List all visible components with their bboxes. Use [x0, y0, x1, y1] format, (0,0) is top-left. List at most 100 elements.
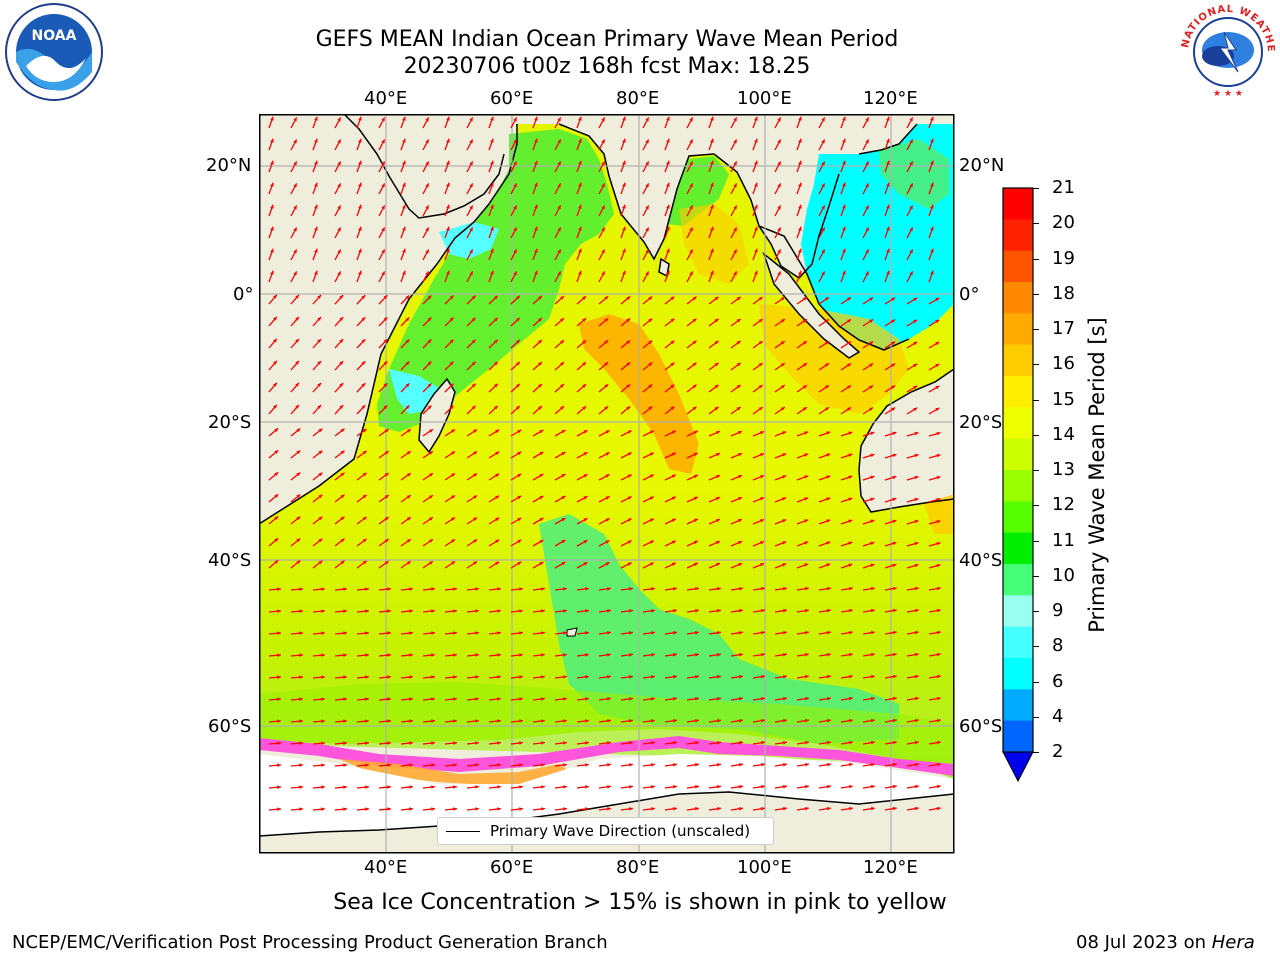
wave-arrow-head: [274, 560, 279, 564]
wave-arrow-head: [495, 517, 500, 522]
wave-arrow-head: [431, 807, 435, 811]
wave-arrow-head: [892, 541, 897, 546]
wave-arrow-head: [295, 316, 299, 321]
wave-arrow-head: [886, 270, 890, 275]
wave-arrow-head: [534, 160, 538, 165]
wave-arrow-head: [541, 675, 545, 679]
wave-arrow-head: [381, 161, 385, 166]
wave-arrow-head: [695, 675, 699, 679]
wave-arrow-head: [733, 205, 737, 210]
wave-arrow-head: [490, 116, 494, 121]
wave-arrow-head: [560, 384, 564, 388]
wave-arrow-head: [935, 407, 940, 412]
wave-arrow-head: [446, 248, 450, 253]
wave-arrow-head: [538, 340, 542, 344]
wave-arrow-head: [805, 608, 809, 613]
wave-arrow-head: [409, 675, 413, 679]
wave-arrow-head: [739, 697, 743, 701]
wave-arrow-head: [475, 763, 479, 767]
wave-arrow-head: [848, 453, 853, 457]
wave-arrow-head: [293, 117, 297, 122]
wave-arrow-head: [651, 653, 655, 657]
wave-arrow-head: [604, 362, 609, 366]
wave-arrow-head: [622, 248, 626, 253]
wave-arrow-head: [871, 806, 875, 811]
wave-arrow-head: [739, 741, 743, 745]
wave-arrow-head: [538, 296, 542, 300]
wave-arrow-head: [780, 297, 785, 301]
wave-arrow-head: [798, 204, 802, 209]
wave-arrow-head: [561, 518, 566, 522]
wave-arrow-head: [821, 205, 825, 210]
wave-arrow-head: [693, 518, 698, 523]
wave-arrow-head: [277, 609, 281, 614]
wave-arrow-head: [893, 608, 897, 613]
wave-arrow-head: [473, 495, 478, 499]
colorbar-label: 2: [1052, 741, 1064, 762]
wave-arrow-head: [716, 452, 720, 457]
wave-arrow-head: [339, 295, 344, 299]
wave-arrow-head: [473, 473, 478, 477]
wave-arrow-head: [585, 741, 589, 745]
wave-arrow-head: [761, 740, 765, 745]
footer-date-text: 08 Jul 2023 on: [1076, 932, 1212, 953]
wave-arrow-head: [673, 785, 677, 789]
wave-arrow-head: [714, 384, 719, 389]
wave-arrow-head: [270, 204, 274, 209]
wave-arrow-head: [471, 295, 476, 300]
wave-arrow-head: [497, 675, 501, 679]
wave-arrow-head: [534, 270, 538, 275]
wave-arrow-head: [798, 182, 802, 187]
wave-arrow-head: [318, 494, 323, 499]
wave-arrow-head: [402, 160, 406, 165]
wave-arrow-head: [516, 361, 520, 366]
wave-arrow-head: [270, 226, 274, 231]
wave-arrow-head: [649, 518, 654, 522]
wave-arrow-head: [761, 784, 765, 789]
wave-arrow-head: [671, 496, 676, 500]
wave-arrow-head: [936, 431, 941, 436]
wave-arrow-head: [449, 295, 454, 300]
wave-arrow-head: [798, 270, 802, 275]
wave-arrow-head: [780, 341, 785, 345]
wave-arrow-head: [519, 807, 523, 811]
wave-arrow-head: [296, 494, 301, 499]
wave-arrow-head: [710, 270, 714, 275]
wave-arrow-head: [425, 205, 429, 210]
wave-arrow-head: [384, 561, 389, 565]
wave-arrow-head: [318, 428, 323, 433]
wave-arrow-head: [849, 652, 853, 657]
colorbar-tick: [1033, 223, 1039, 225]
wave-arrow-head: [429, 495, 433, 499]
wave-arrow-head: [475, 631, 479, 635]
wave-arrow-head: [340, 472, 345, 477]
wave-arrow-head: [453, 653, 457, 657]
wave-arrow-head: [582, 318, 587, 322]
wave-arrow-head: [761, 586, 765, 591]
map-gridlines: [259, 114, 954, 853]
wave-arrow-head: [825, 341, 829, 345]
colorbar-tick: [1033, 646, 1039, 648]
wave-arrow-head: [736, 362, 741, 367]
wave-arrow-head: [892, 453, 897, 458]
wave-arrow-head: [277, 631, 281, 636]
wave-arrow-head: [651, 741, 655, 745]
wave-arrow-head: [849, 608, 853, 613]
wave-arrow-head: [314, 116, 318, 121]
wave-arrow-head: [651, 675, 655, 679]
wave-arrow-head: [651, 697, 655, 701]
wave-arrow-head: [446, 116, 450, 121]
wave-arrow-head: [739, 631, 743, 635]
map-legend: Primary Wave Direction (unscaled): [437, 817, 774, 845]
wave-arrow-head: [409, 587, 413, 591]
wave-arrow-head: [409, 763, 413, 767]
wave-arrow-head: [343, 741, 347, 745]
colorbar-label: 8: [1052, 635, 1064, 657]
wave-arrow-head: [842, 270, 846, 275]
wave-arrow-head: [337, 227, 341, 232]
wave-arrow-head: [343, 653, 347, 657]
wave-arrow-head: [891, 407, 896, 412]
wave-arrow-head: [777, 139, 781, 144]
wave-arrow-head: [578, 204, 582, 209]
wave-arrow-head: [782, 453, 787, 457]
